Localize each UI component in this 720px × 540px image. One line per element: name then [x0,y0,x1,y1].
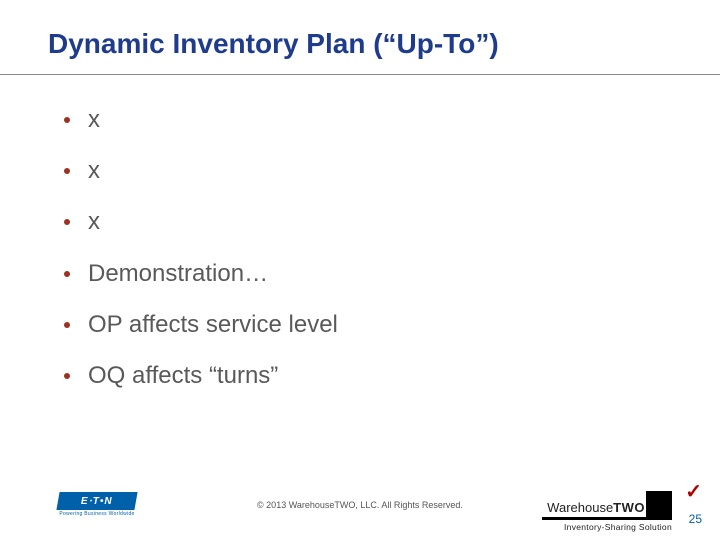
eaton-logo-word: E⋅T•N [81,496,113,507]
eaton-logo: E⋅T•N Powering Business Worldwide [58,492,136,520]
list-item: x [64,206,672,237]
bullet-icon [64,373,70,379]
list-item: x [64,155,672,186]
bullet-icon [64,219,70,225]
list-item: OP affects service level [64,309,672,340]
warehousetwo-divider [542,517,672,520]
bullet-icon [64,168,70,174]
warehousetwo-logo: WarehouseTWO Inventory-Sharing Solution [542,489,672,532]
bullet-text: OP affects service level [88,309,338,340]
warehousetwo-word: WarehouseTWO [547,500,645,515]
list-item: Demonstration… [64,258,672,289]
bullet-text: x [88,206,100,237]
eaton-logo-bar: E⋅T•N [56,492,137,510]
bullet-text: OQ affects “turns” [88,360,278,391]
list-item: x [64,104,672,135]
title-divider [0,74,720,75]
bullet-list: x x x Demonstration… OP affects service … [64,104,672,411]
checkmark-icon: ✓ [685,479,702,504]
warehousetwo-square-icon [646,491,672,517]
page-number: 25 [689,512,702,526]
warehousetwo-word1: Warehouse [547,500,613,515]
slide-title: Dynamic Inventory Plan (“Up-To”) [48,28,672,60]
warehousetwo-tagline: Inventory-Sharing Solution [542,522,672,532]
bullet-icon [64,271,70,277]
warehousetwo-logo-main: WarehouseTWO [542,489,672,515]
list-item: OQ affects “turns” [64,360,672,391]
bullet-icon [64,117,70,123]
bullet-text: x [88,155,100,186]
eaton-tagline: Powering Business Worldwide [58,511,136,517]
bullet-icon [64,322,70,328]
slide: Dynamic Inventory Plan (“Up-To”) x x x D… [0,0,720,540]
slide-footer: © 2013 WarehouseTWO, LLC. All Rights Res… [0,492,720,540]
warehousetwo-word2: TWO [613,500,645,515]
bullet-text: x [88,104,100,135]
bullet-text: Demonstration… [88,258,268,289]
